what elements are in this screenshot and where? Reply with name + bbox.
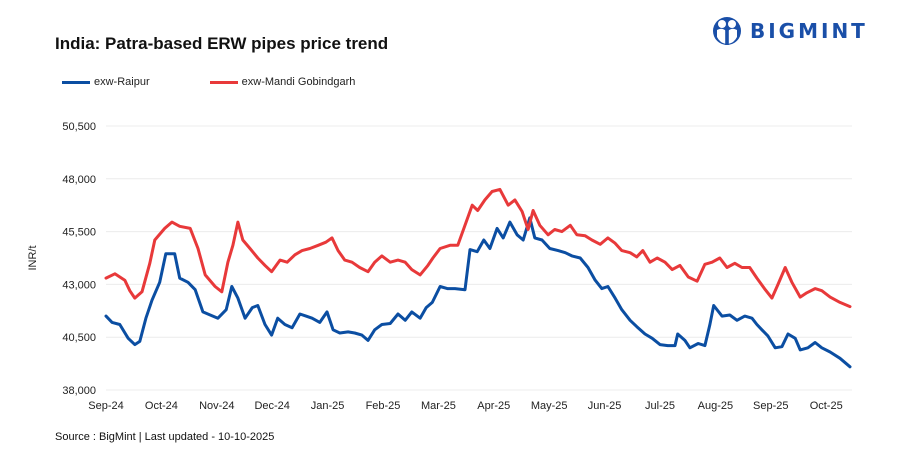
brand-logo: BIGMINT — [712, 15, 868, 47]
chart-legend: exw-Raipur exw-Mandi Gobindgarh — [62, 76, 415, 88]
x-tick-label: Jul-25 — [645, 400, 675, 412]
y-tick-label: 38,000 — [62, 385, 96, 397]
x-tick-label: Mar-25 — [421, 400, 456, 412]
x-axis-ticks: Sep-24 Oct-24 Nov-24 Dec-24 Jan-25 Feb-25 Mar-… — [88, 400, 842, 412]
y-axis-ticks: 38,000 40,500 43,000 45,500 48,000 50,500 — [62, 121, 96, 397]
legend-swatch-raipur — [62, 80, 90, 84]
x-tick-label: Aug-25 — [698, 400, 733, 412]
source-note: Source : BigMint | Last updated - 10-10-… — [55, 431, 275, 443]
series-line-raipur — [104, 216, 852, 369]
series-line-mandi-gobindgarh — [104, 187, 852, 309]
gridlines — [106, 125, 852, 391]
x-tick-label: Sep-25 — [753, 400, 788, 412]
x-tick-label: Oct-25 — [810, 400, 843, 412]
x-tick-label: Nov-24 — [199, 400, 234, 412]
bigmint-logo-icon — [713, 17, 741, 45]
y-tick-label: 40,500 — [62, 332, 96, 344]
y-axis-label: INR/t — [27, 245, 39, 270]
x-tick-label: Apr-25 — [477, 400, 510, 412]
series-lines — [104, 187, 852, 369]
x-tick-label: Jun-25 — [588, 400, 622, 412]
y-tick-label: 48,000 — [62, 174, 96, 186]
chart-title: India: Patra-based ERW pipes price trend — [55, 34, 389, 53]
y-tick-label: 45,500 — [62, 227, 96, 239]
legend-swatch-mandi-gobindgarh — [209, 80, 238, 84]
x-tick-label: Feb-25 — [366, 400, 401, 412]
x-tick-label: Jan-25 — [311, 400, 345, 412]
legend-item-raipur[interactable]: exw-Raipur — [62, 76, 150, 88]
legend-label-raipur: exw-Raipur — [94, 76, 150, 88]
y-tick-label: 43,000 — [62, 279, 96, 291]
x-tick-label: May-25 — [531, 400, 568, 412]
x-tick-label: Sep-24 — [88, 400, 123, 412]
legend-label-mandi-gobindgarh: exw-Mandi Gobindgarh — [241, 76, 356, 88]
x-tick-label: Dec-24 — [254, 400, 289, 412]
y-tick-label: 50,500 — [62, 121, 96, 133]
brand-name: BIGMINT — [750, 19, 868, 43]
legend-item-mandi-gobindgarh[interactable]: exw-Mandi Gobindgarh — [209, 76, 356, 88]
x-tick-label: Oct-24 — [145, 400, 178, 412]
